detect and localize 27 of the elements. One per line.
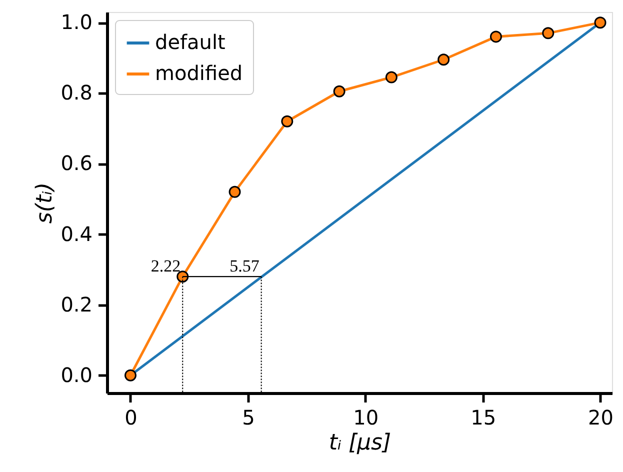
point [385, 71, 398, 84]
point [281, 115, 294, 128]
point [594, 16, 606, 29]
point [438, 54, 450, 66]
x-tick-label: 0 [124, 406, 138, 430]
point [333, 85, 346, 98]
point [124, 369, 136, 382]
annotation: 2.22 [150, 256, 181, 276]
annotation: 5.57 [230, 256, 260, 276]
legend-label: modified [155, 61, 243, 85]
y-tick-label: 0.6 [60, 151, 92, 176]
y-tick-label: 0.0 [60, 362, 92, 387]
point [176, 270, 189, 283]
point [490, 30, 502, 43]
x-tick-label: 20 [588, 406, 614, 430]
x-tick-label: 15 [470, 406, 496, 430]
y-tick-label: 1.0 [60, 10, 92, 34]
y-tick-label: 0.4 [60, 222, 92, 246]
point [542, 27, 554, 40]
y-tick-label: 0.2 [60, 292, 92, 316]
x-tick-label: 10 [353, 406, 379, 430]
point [228, 186, 241, 198]
y-axis-title: s(tᵢ) [32, 182, 58, 224]
x-tick-label: 5 [242, 406, 255, 430]
y-tick-label: 0.8 [60, 80, 92, 105]
legend-label: default [155, 30, 226, 54]
x-axis-title: tᵢ [μs] [328, 430, 392, 456]
